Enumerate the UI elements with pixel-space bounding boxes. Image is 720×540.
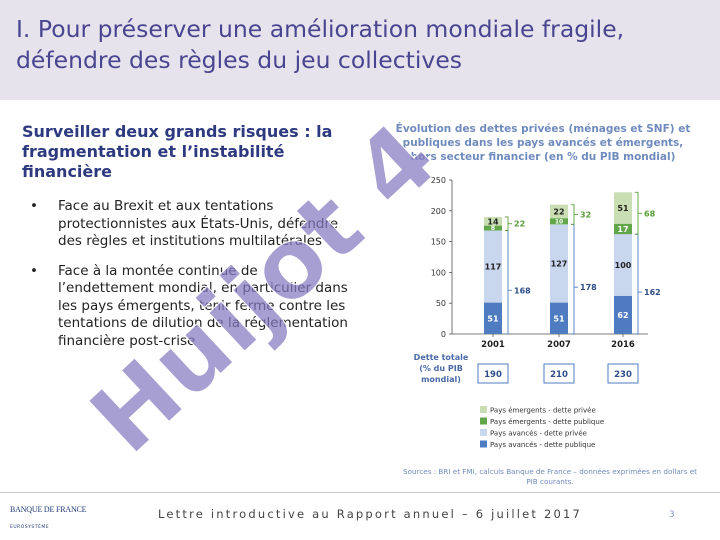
legend-swatch: [480, 406, 487, 413]
bar-value-label: 14: [487, 217, 499, 226]
advanced-total-label: 178: [580, 283, 597, 292]
section-subtitle: Surveiller deux grands risques : la frag…: [22, 122, 333, 181]
bar-segment: [550, 218, 568, 225]
bar-segment: [484, 225, 502, 231]
bar-value-label: 100: [615, 261, 632, 270]
bar-value-label: 10: [555, 218, 563, 225]
y-tick-label: 50: [436, 299, 446, 308]
advanced-bracket: [571, 223, 575, 335]
left-column: Surveiller deux grands risques : la frag…: [22, 122, 352, 362]
advanced-total-label: 162: [644, 288, 661, 297]
legend-label: Pays avancés - dette publique: [490, 441, 595, 449]
bar-value-label: 17: [617, 225, 628, 234]
bar-value-label: 51: [617, 204, 629, 213]
bar-segment: [484, 302, 502, 334]
bullet-item: • Face à la montée continue de l’endettem…: [22, 263, 352, 351]
emerging-bracket: [571, 204, 575, 225]
bar-value-label: 51: [553, 314, 565, 323]
x-tick-label: 2016: [611, 340, 635, 350]
bullet-list: • Face au Brexit et aux tentations protec…: [22, 198, 352, 350]
total-debt-label-line: mondial): [421, 375, 461, 384]
chart-sources: Sources : BRI et FMI, calculs Banque de …: [403, 467, 697, 486]
bullet-glyph: •: [30, 262, 38, 279]
emerging-bracket: [635, 191, 639, 235]
y-tick-label: 0: [441, 330, 446, 339]
bar-segment: [550, 224, 568, 303]
logo-name: BANQUE DE FRANCE: [10, 505, 87, 514]
bullet-glyph: •: [30, 198, 38, 214]
bar-segment: [614, 234, 632, 296]
chart-title: Évolution des dettes privées (ménages et…: [395, 123, 691, 163]
bullet-item: • Face au Brexit et aux tentations protec…: [22, 198, 352, 251]
total-debt-label: Dette totale (% du PIB mondial): [414, 353, 469, 384]
advanced-bracket: [505, 230, 509, 335]
y-tick-label: 100: [431, 268, 446, 277]
bar-value-label: 127: [551, 259, 568, 268]
y-tick-label: 250: [431, 176, 446, 185]
legend-label: Pays émergents - dette privée: [490, 407, 596, 415]
bar-segment: [484, 230, 502, 303]
bar-segment: [484, 216, 502, 226]
footer-text: Lettre introductive au Rapport annuel – …: [158, 507, 583, 521]
total-debt-box: [607, 363, 639, 384]
legend-swatch: [480, 429, 487, 436]
bar-value-label: 22: [553, 207, 564, 216]
bar-value-label: 62: [617, 311, 628, 320]
y-tick-label: 200: [431, 207, 446, 216]
footer-divider: [0, 492, 720, 493]
total-debt-value: 190: [484, 370, 502, 380]
total-debt-box: [543, 363, 575, 384]
legend-swatch: [480, 417, 487, 425]
y-tick-label: 150: [431, 238, 446, 247]
bullet-text: Face à la montée continue de l’endetteme…: [58, 262, 348, 349]
logo-eurosysteme: EUROSYSTÈME: [10, 525, 50, 530]
bar-segment: [614, 223, 632, 235]
bullet-text: Face au Brexit et aux tentations protect…: [58, 198, 339, 249]
x-tick-label: 2001: [481, 340, 505, 350]
total-debt-value: 230: [614, 370, 632, 380]
page-number: 3: [669, 510, 675, 520]
bar-value-label: 117: [485, 263, 502, 272]
emerging-total-label: 32: [580, 210, 591, 219]
total-debt-label-line: (% du PIB: [419, 364, 463, 373]
emerging-total-label: 68: [644, 209, 656, 218]
legend-label: Pays émergents - dette publique: [490, 418, 604, 426]
emerging-total-label: 22: [514, 220, 525, 229]
bar-segment: [550, 204, 568, 219]
x-tick-label: 2007: [547, 340, 571, 350]
debt-chart: 0 50 100 150 200 250 51 117 814 2001 168 22 190 51 127…: [414, 176, 661, 449]
legend-label: Pays avancés - dette privée: [490, 430, 587, 438]
bar-value-label: 51: [487, 314, 499, 323]
total-debt-value: 210: [550, 370, 568, 380]
total-debt-label-line: Dette totale: [414, 353, 469, 362]
emerging-bracket: [505, 216, 509, 231]
bar-segment: [550, 302, 568, 334]
bar-value-label: 8: [491, 225, 495, 232]
bar-segment: [614, 192, 632, 224]
header-band: I. Pour préserver une amélioration mondi…: [0, 0, 720, 100]
legend-swatch: [480, 440, 487, 448]
banque-de-france-logo: BANQUE DE FRANCE EUROSYSTÈME: [10, 505, 94, 530]
bar-segment: [614, 295, 632, 334]
advanced-total-label: 168: [514, 286, 531, 295]
slide-title: I. Pour préserver une amélioration mondi…: [16, 15, 625, 74]
total-debt-box: [477, 363, 509, 384]
advanced-bracket: [635, 233, 639, 335]
